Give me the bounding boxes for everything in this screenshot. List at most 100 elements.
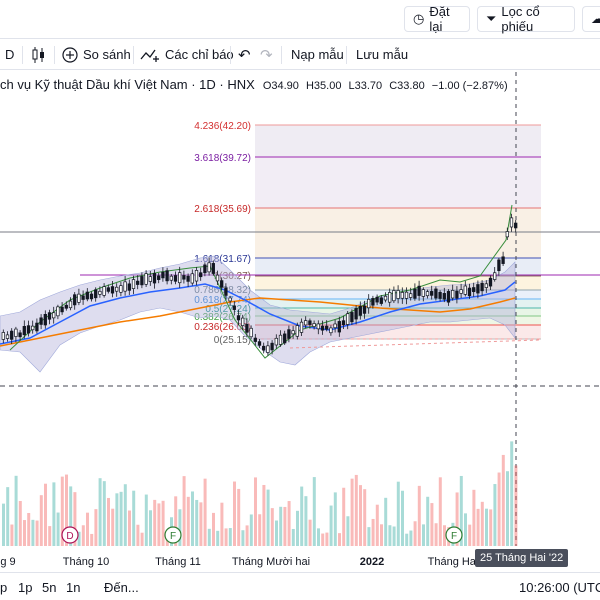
volume-bar: [69, 486, 73, 546]
candle-body: [388, 292, 392, 303]
candle-body: [165, 270, 169, 282]
event-marker-dividend[interactable]: D: [61, 526, 79, 544]
stock-filter-button[interactable]: ⏷ Lọc cổ phiếu: [477, 4, 575, 34]
save-template-button[interactable]: Lưu mẫu: [356, 39, 408, 70]
symbol-title: ch vụ Kỹ thuật Dầu khí Việt Nam · 1D · H…: [0, 77, 255, 92]
symbol-legend[interactable]: ch vụ Kỹ thuật Dầu khí Việt Nam · 1D · H…: [0, 77, 512, 95]
volume-bar: [443, 525, 446, 546]
redo-button[interactable]: ↷: [260, 39, 273, 70]
candle-body: [102, 286, 106, 296]
candle-body: [52, 312, 56, 319]
candle-body: [220, 280, 224, 288]
range-button-5d[interactable]: 5n: [42, 580, 57, 595]
volume-bar: [354, 474, 358, 546]
volume-bar: [123, 484, 127, 546]
volume-bar: [191, 491, 194, 546]
volume-bar: [27, 512, 31, 546]
candle-body: [438, 291, 442, 299]
high-value: H35.00: [305, 80, 342, 92]
volume-bar: [212, 512, 215, 546]
svg-text:F: F: [170, 531, 176, 542]
candle-body: [413, 288, 417, 299]
candle-body: [85, 291, 89, 300]
fib-label-4236: 4.236(42.20): [194, 121, 251, 132]
candle-body: [257, 341, 262, 346]
candle-body: [43, 314, 47, 326]
candle-body: [73, 294, 77, 306]
volume-bar: [174, 496, 178, 546]
compare-button[interactable]: So sánh: [62, 39, 131, 70]
volume-bar: [144, 494, 148, 546]
axis-label-feb: Tháng Hai: [427, 556, 479, 568]
plus-circle-icon: [62, 46, 78, 63]
goto-date-button[interactable]: Đến...: [104, 580, 139, 595]
volume-bar: [489, 509, 493, 546]
candle-body: [224, 287, 228, 296]
candle-body: [241, 317, 245, 326]
volume-bar: [245, 525, 249, 546]
volume-bar: [501, 454, 505, 546]
candle-body: [270, 342, 274, 351]
axis-label-2022: 2022: [359, 556, 385, 568]
volume-bar: [338, 533, 341, 546]
reset-label: Đặt lại: [429, 4, 450, 34]
candle-body: [278, 334, 283, 345]
indicators-button[interactable]: Các chỉ báo: [140, 39, 234, 70]
candle-body: [354, 308, 358, 320]
volume-bar: [371, 518, 375, 546]
candle-body: [476, 284, 480, 294]
volume-bar: [224, 528, 228, 546]
candle-body: [312, 323, 316, 327]
filter-icon: ⏷: [486, 11, 497, 26]
candle-body: [186, 275, 190, 282]
candle-body: [400, 292, 404, 299]
volume-bar: [392, 526, 396, 546]
volume-bar: [48, 526, 52, 546]
volume-bar: [434, 523, 438, 546]
volume-bar: [375, 504, 379, 546]
candle-body: [501, 256, 505, 264]
volume-bar: [296, 510, 299, 546]
candle-body: [199, 272, 203, 278]
volume-bar: [455, 492, 459, 546]
volume-bar: [430, 503, 434, 546]
chart-type-button[interactable]: [31, 39, 47, 70]
candle-body: [232, 305, 236, 310]
undo-button[interactable]: ↶: [238, 39, 251, 70]
candle-body: [484, 283, 488, 288]
reset-button[interactable]: ◷ Đặt lại: [404, 4, 470, 34]
price-chart[interactable]: 4.236(42.20) 3.618(39.72) 2.618(35.69) 1…: [0, 70, 600, 546]
clock[interactable]: 10:26:00 (UTC+7): [519, 580, 600, 595]
candle-body: [94, 289, 98, 299]
volume-bar: [107, 497, 110, 546]
candle-body: [18, 332, 22, 338]
low-value: L33.70: [348, 80, 383, 92]
candle-body: [81, 295, 85, 300]
more-button[interactable]: ☁: [582, 6, 600, 32]
interval-button[interactable]: D: [5, 39, 14, 70]
event-marker-financials[interactable]: F: [445, 526, 463, 544]
load-template-button[interactable]: Nạp mẫu: [291, 39, 344, 70]
fibonacci-extension[interactable]: [255, 124, 541, 340]
range-button-1d[interactable]: 1p: [18, 580, 33, 595]
candle-body: [228, 297, 232, 302]
volume-bar: [514, 465, 518, 546]
candle-body: [152, 273, 157, 284]
volume-bar: [270, 508, 274, 546]
fib-label-0786: 0.786(28.32): [194, 285, 251, 296]
event-marker-financials[interactable]: F: [164, 526, 182, 544]
volume-bar: [300, 486, 304, 546]
volume-bar: [363, 489, 367, 546]
toolbar-divider: [54, 46, 55, 64]
candle-body: [455, 290, 459, 299]
candle-body: [379, 297, 383, 304]
volume-bar: [241, 530, 245, 546]
volume-bar: [304, 496, 308, 546]
range-button[interactable]: p: [0, 580, 8, 595]
candle-body: [341, 320, 346, 326]
volume-bar: [86, 512, 89, 546]
volume-bar: [52, 482, 56, 546]
candle-body: [451, 290, 455, 299]
range-button-1m[interactable]: 1n: [66, 580, 81, 595]
volume-bar: [98, 478, 102, 546]
